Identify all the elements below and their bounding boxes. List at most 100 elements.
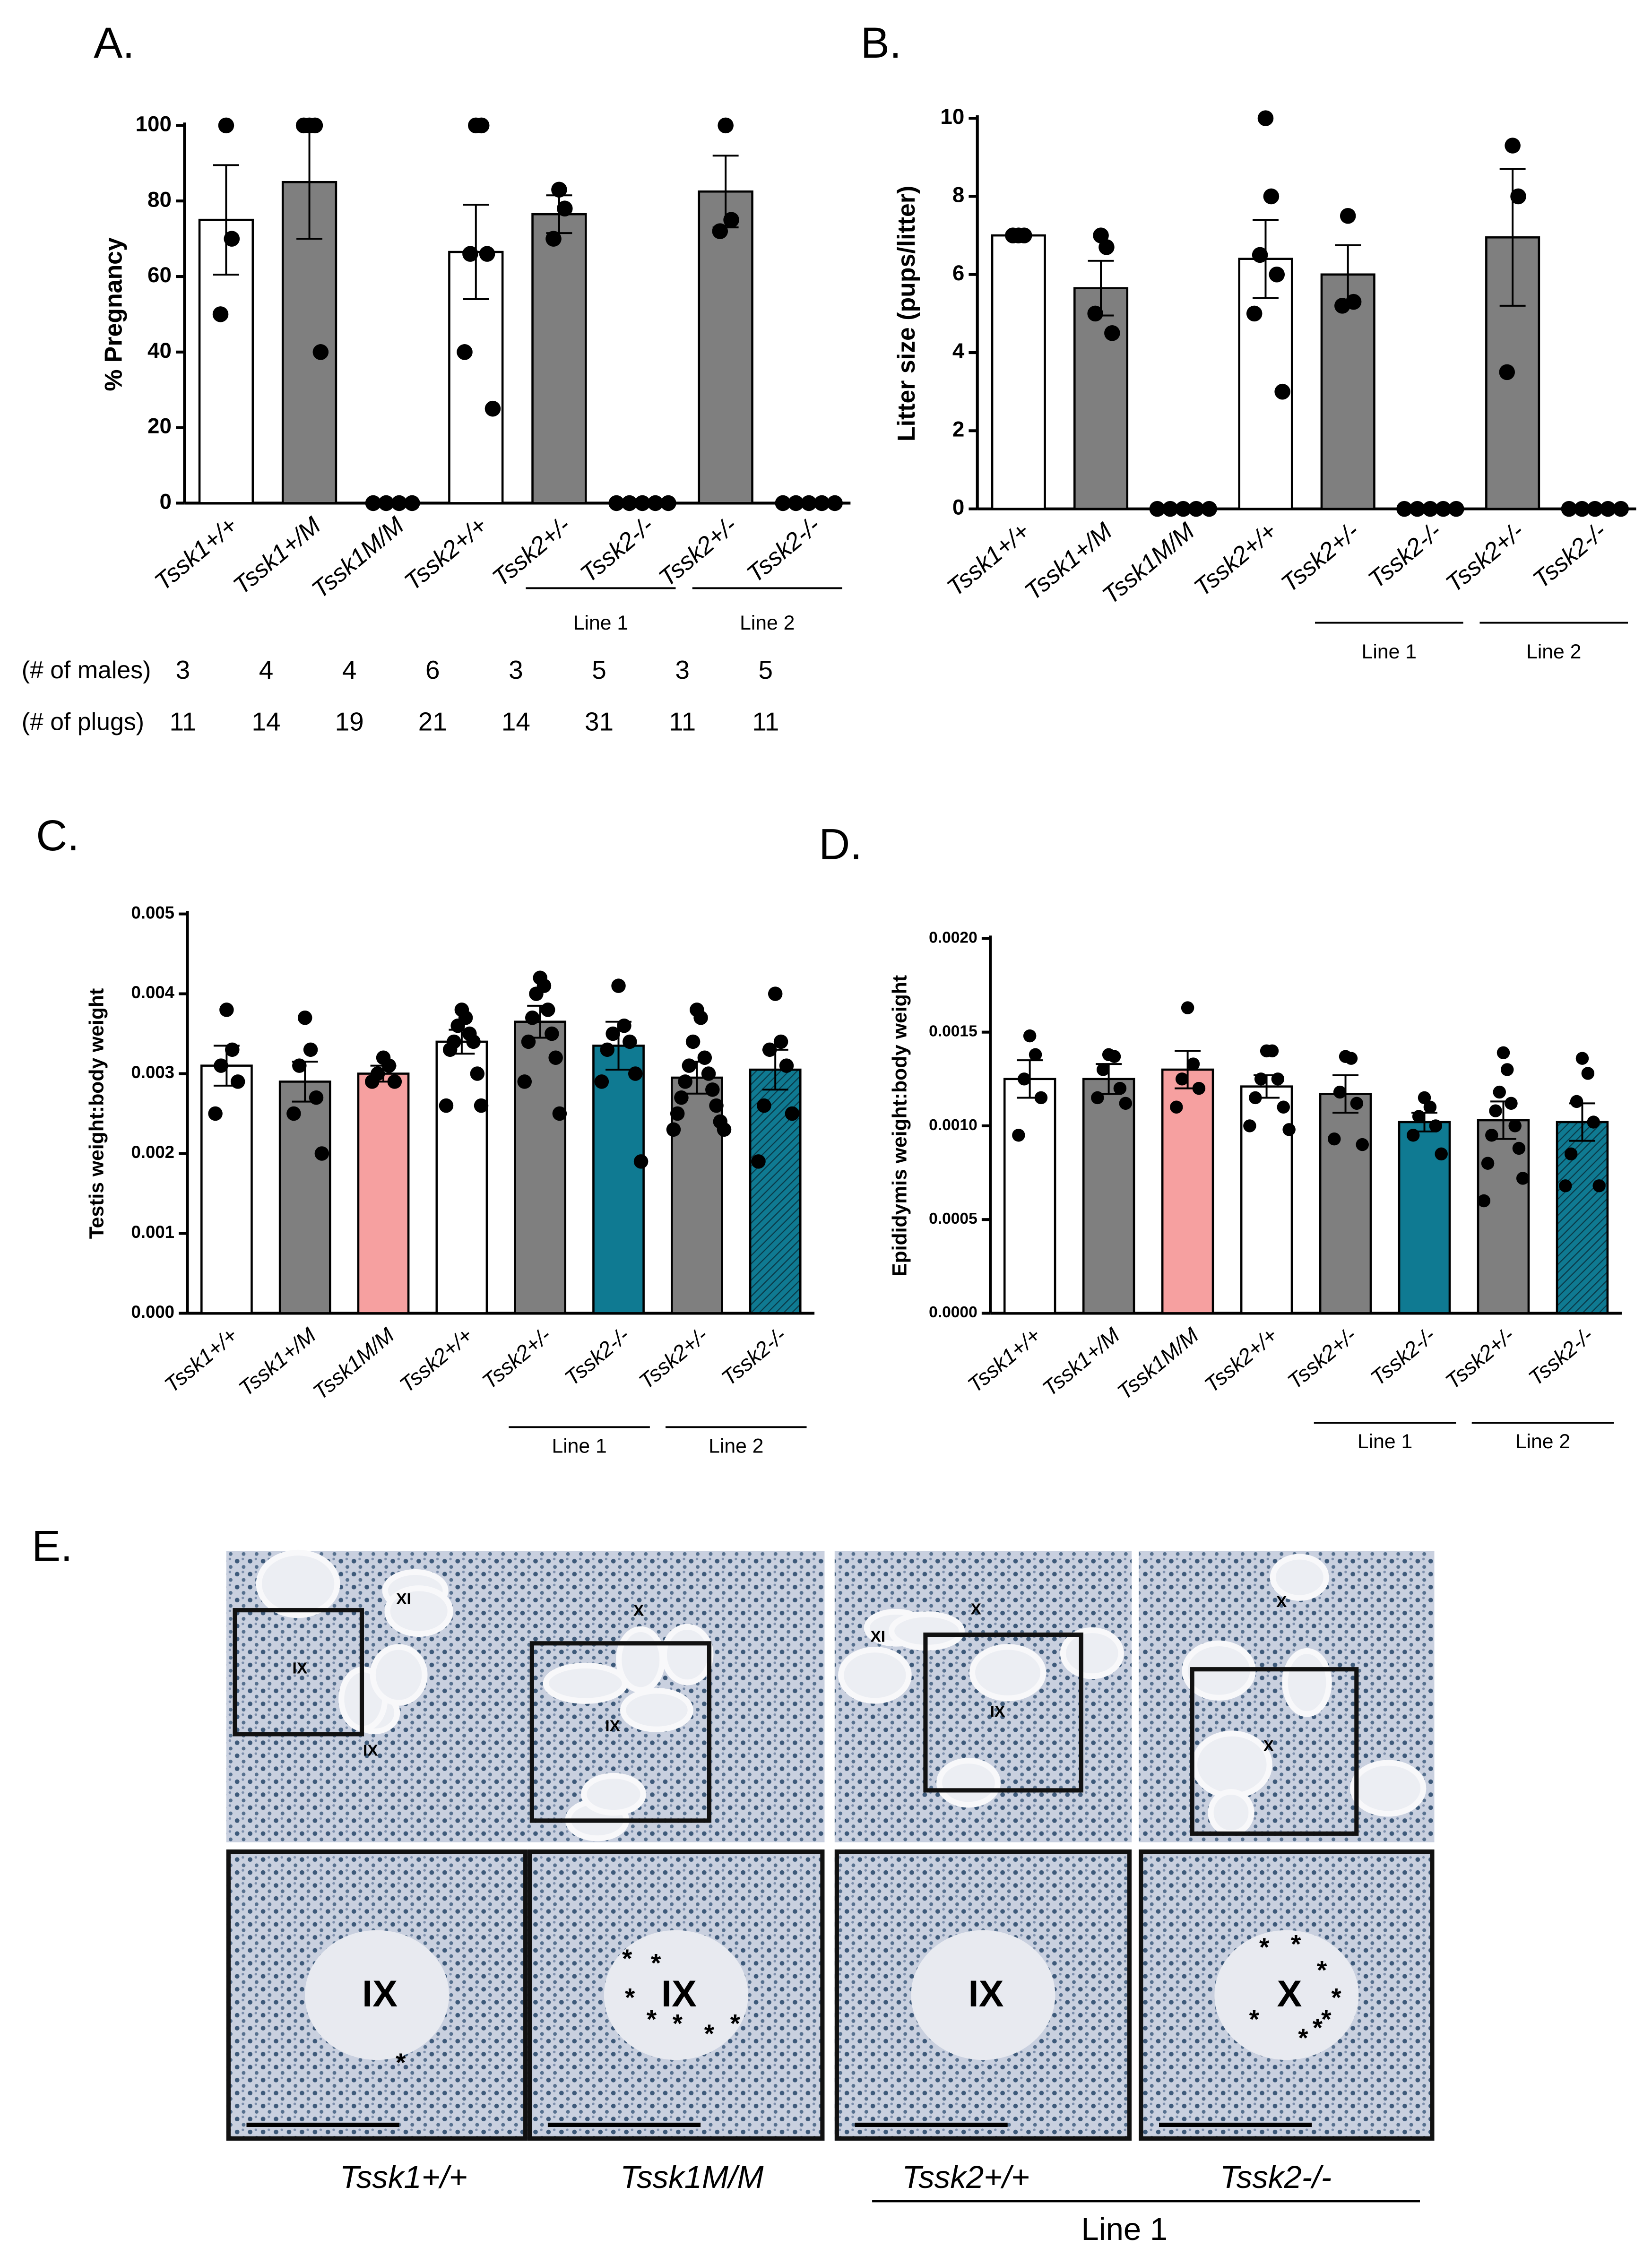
data-point bbox=[705, 1082, 720, 1097]
lumen bbox=[370, 1644, 428, 1706]
frame bbox=[226, 1849, 528, 2141]
data-point bbox=[1186, 1057, 1200, 1071]
data-point bbox=[1265, 1044, 1279, 1058]
data-point bbox=[521, 1034, 536, 1049]
data-point bbox=[600, 1042, 614, 1057]
bar bbox=[1319, 1093, 1372, 1314]
inset-box bbox=[233, 1608, 364, 1737]
bar bbox=[1082, 1078, 1135, 1314]
micrograph-high: X* ****** * bbox=[1139, 1849, 1435, 2141]
asterisk: * bbox=[1259, 1932, 1270, 1962]
data-point bbox=[462, 246, 478, 262]
data-point bbox=[1350, 1097, 1364, 1110]
data-point bbox=[723, 212, 739, 228]
data-point bbox=[439, 1098, 454, 1113]
x-tick-label: Tssk1M/M bbox=[306, 511, 409, 604]
data-point bbox=[785, 1106, 800, 1121]
data-point bbox=[1493, 1085, 1506, 1099]
data-point bbox=[1162, 501, 1178, 517]
data-point bbox=[1018, 1072, 1031, 1086]
data-point bbox=[1512, 1141, 1526, 1155]
micrograph-low: X IX bbox=[528, 1551, 825, 1842]
y-axis-label: Testis weight:body weight bbox=[86, 988, 108, 1239]
stage-label: IX bbox=[990, 1703, 1005, 1720]
data-point bbox=[621, 495, 638, 511]
group-label: Line 2 bbox=[1526, 640, 1581, 663]
x-tick-label: Tssk2+/+ bbox=[1189, 517, 1282, 601]
bar bbox=[435, 1040, 488, 1314]
data-point bbox=[608, 495, 624, 511]
data-point bbox=[295, 117, 312, 134]
y-tick-label: 0 bbox=[952, 495, 964, 519]
micrograph-high: IX* *** * * * bbox=[528, 1849, 825, 2141]
y-tick-label: 2 bbox=[952, 417, 964, 441]
data-point bbox=[1485, 1129, 1498, 1142]
lumen bbox=[384, 1585, 453, 1637]
data-point bbox=[312, 344, 329, 360]
data-point bbox=[378, 495, 394, 511]
data-point bbox=[813, 495, 830, 511]
data-point bbox=[1271, 1072, 1285, 1086]
panel-label: A. bbox=[94, 19, 134, 67]
data-point bbox=[230, 1074, 245, 1089]
panel-label: C. bbox=[36, 812, 79, 860]
data-point bbox=[773, 1034, 788, 1049]
micrograph-low: XX bbox=[1139, 1551, 1435, 1842]
data-point bbox=[1254, 1072, 1268, 1086]
data-point bbox=[647, 495, 664, 511]
data-point bbox=[391, 495, 407, 511]
micrograph-high: IX bbox=[834, 1849, 1132, 2141]
y-tick-label: 4 bbox=[952, 339, 965, 363]
stage-label: IX bbox=[661, 1972, 697, 2014]
data-point bbox=[633, 1154, 649, 1169]
y-tick-label: 100 bbox=[136, 112, 172, 136]
micrograph-high: IX * bbox=[226, 1849, 528, 2141]
asterisk: * bbox=[1313, 2013, 1323, 2042]
asterisk: * bbox=[651, 1948, 661, 1977]
data-point bbox=[1481, 1157, 1495, 1170]
data-point bbox=[309, 1090, 324, 1105]
data-point bbox=[1023, 1029, 1037, 1043]
data-point bbox=[1188, 501, 1204, 517]
panel-label: E. bbox=[32, 1522, 72, 1571]
data-point bbox=[685, 1034, 701, 1049]
data-point bbox=[779, 1058, 794, 1073]
stage-label: IX bbox=[969, 1972, 1004, 2014]
data-point bbox=[303, 1042, 318, 1057]
bar bbox=[592, 1045, 645, 1314]
data-point bbox=[709, 1098, 724, 1113]
asterisk: * bbox=[625, 1983, 635, 2012]
genotype-label: Tssk1+/+ bbox=[340, 2160, 467, 2195]
x-tick-label: Tssk2-/- bbox=[1528, 517, 1611, 594]
lumen bbox=[543, 1662, 628, 1704]
data-point bbox=[1257, 110, 1274, 126]
data-point bbox=[466, 1034, 481, 1049]
x-tick-label: Tssk1M/M bbox=[1113, 1322, 1203, 1404]
x-tick-label: Tssk2-/- bbox=[741, 511, 825, 588]
lumen bbox=[838, 1647, 912, 1704]
lumen bbox=[1270, 1554, 1329, 1601]
data-point bbox=[1477, 1194, 1491, 1208]
data-point bbox=[214, 1058, 228, 1073]
table-row-label: (# of plugs) bbox=[22, 708, 144, 735]
data-point bbox=[611, 978, 626, 993]
y-tick-label: 40 bbox=[147, 338, 172, 363]
y-tick-label: 0.0020 bbox=[929, 929, 977, 946]
data-point bbox=[1412, 1110, 1426, 1123]
y-tick-label: 0.0005 bbox=[929, 1210, 977, 1227]
x-tick-label: Tssk2-/- bbox=[717, 1323, 791, 1391]
bar bbox=[278, 1080, 331, 1314]
data-point bbox=[617, 1018, 631, 1033]
x-tick-label: Tssk1+/+ bbox=[963, 1323, 1045, 1397]
data-point bbox=[551, 182, 567, 198]
stage-label: X bbox=[970, 1600, 981, 1618]
data-point bbox=[552, 1106, 567, 1121]
data-point bbox=[1489, 1104, 1502, 1117]
data-point bbox=[517, 1074, 532, 1089]
group-label: Line 1 bbox=[573, 612, 628, 634]
stage-label: X bbox=[1276, 1593, 1287, 1611]
data-point bbox=[623, 1034, 637, 1049]
group-label: Line 2 bbox=[740, 612, 795, 634]
data-point bbox=[208, 1106, 223, 1121]
x-tick-label: Tssk1+/M bbox=[1038, 1322, 1124, 1400]
